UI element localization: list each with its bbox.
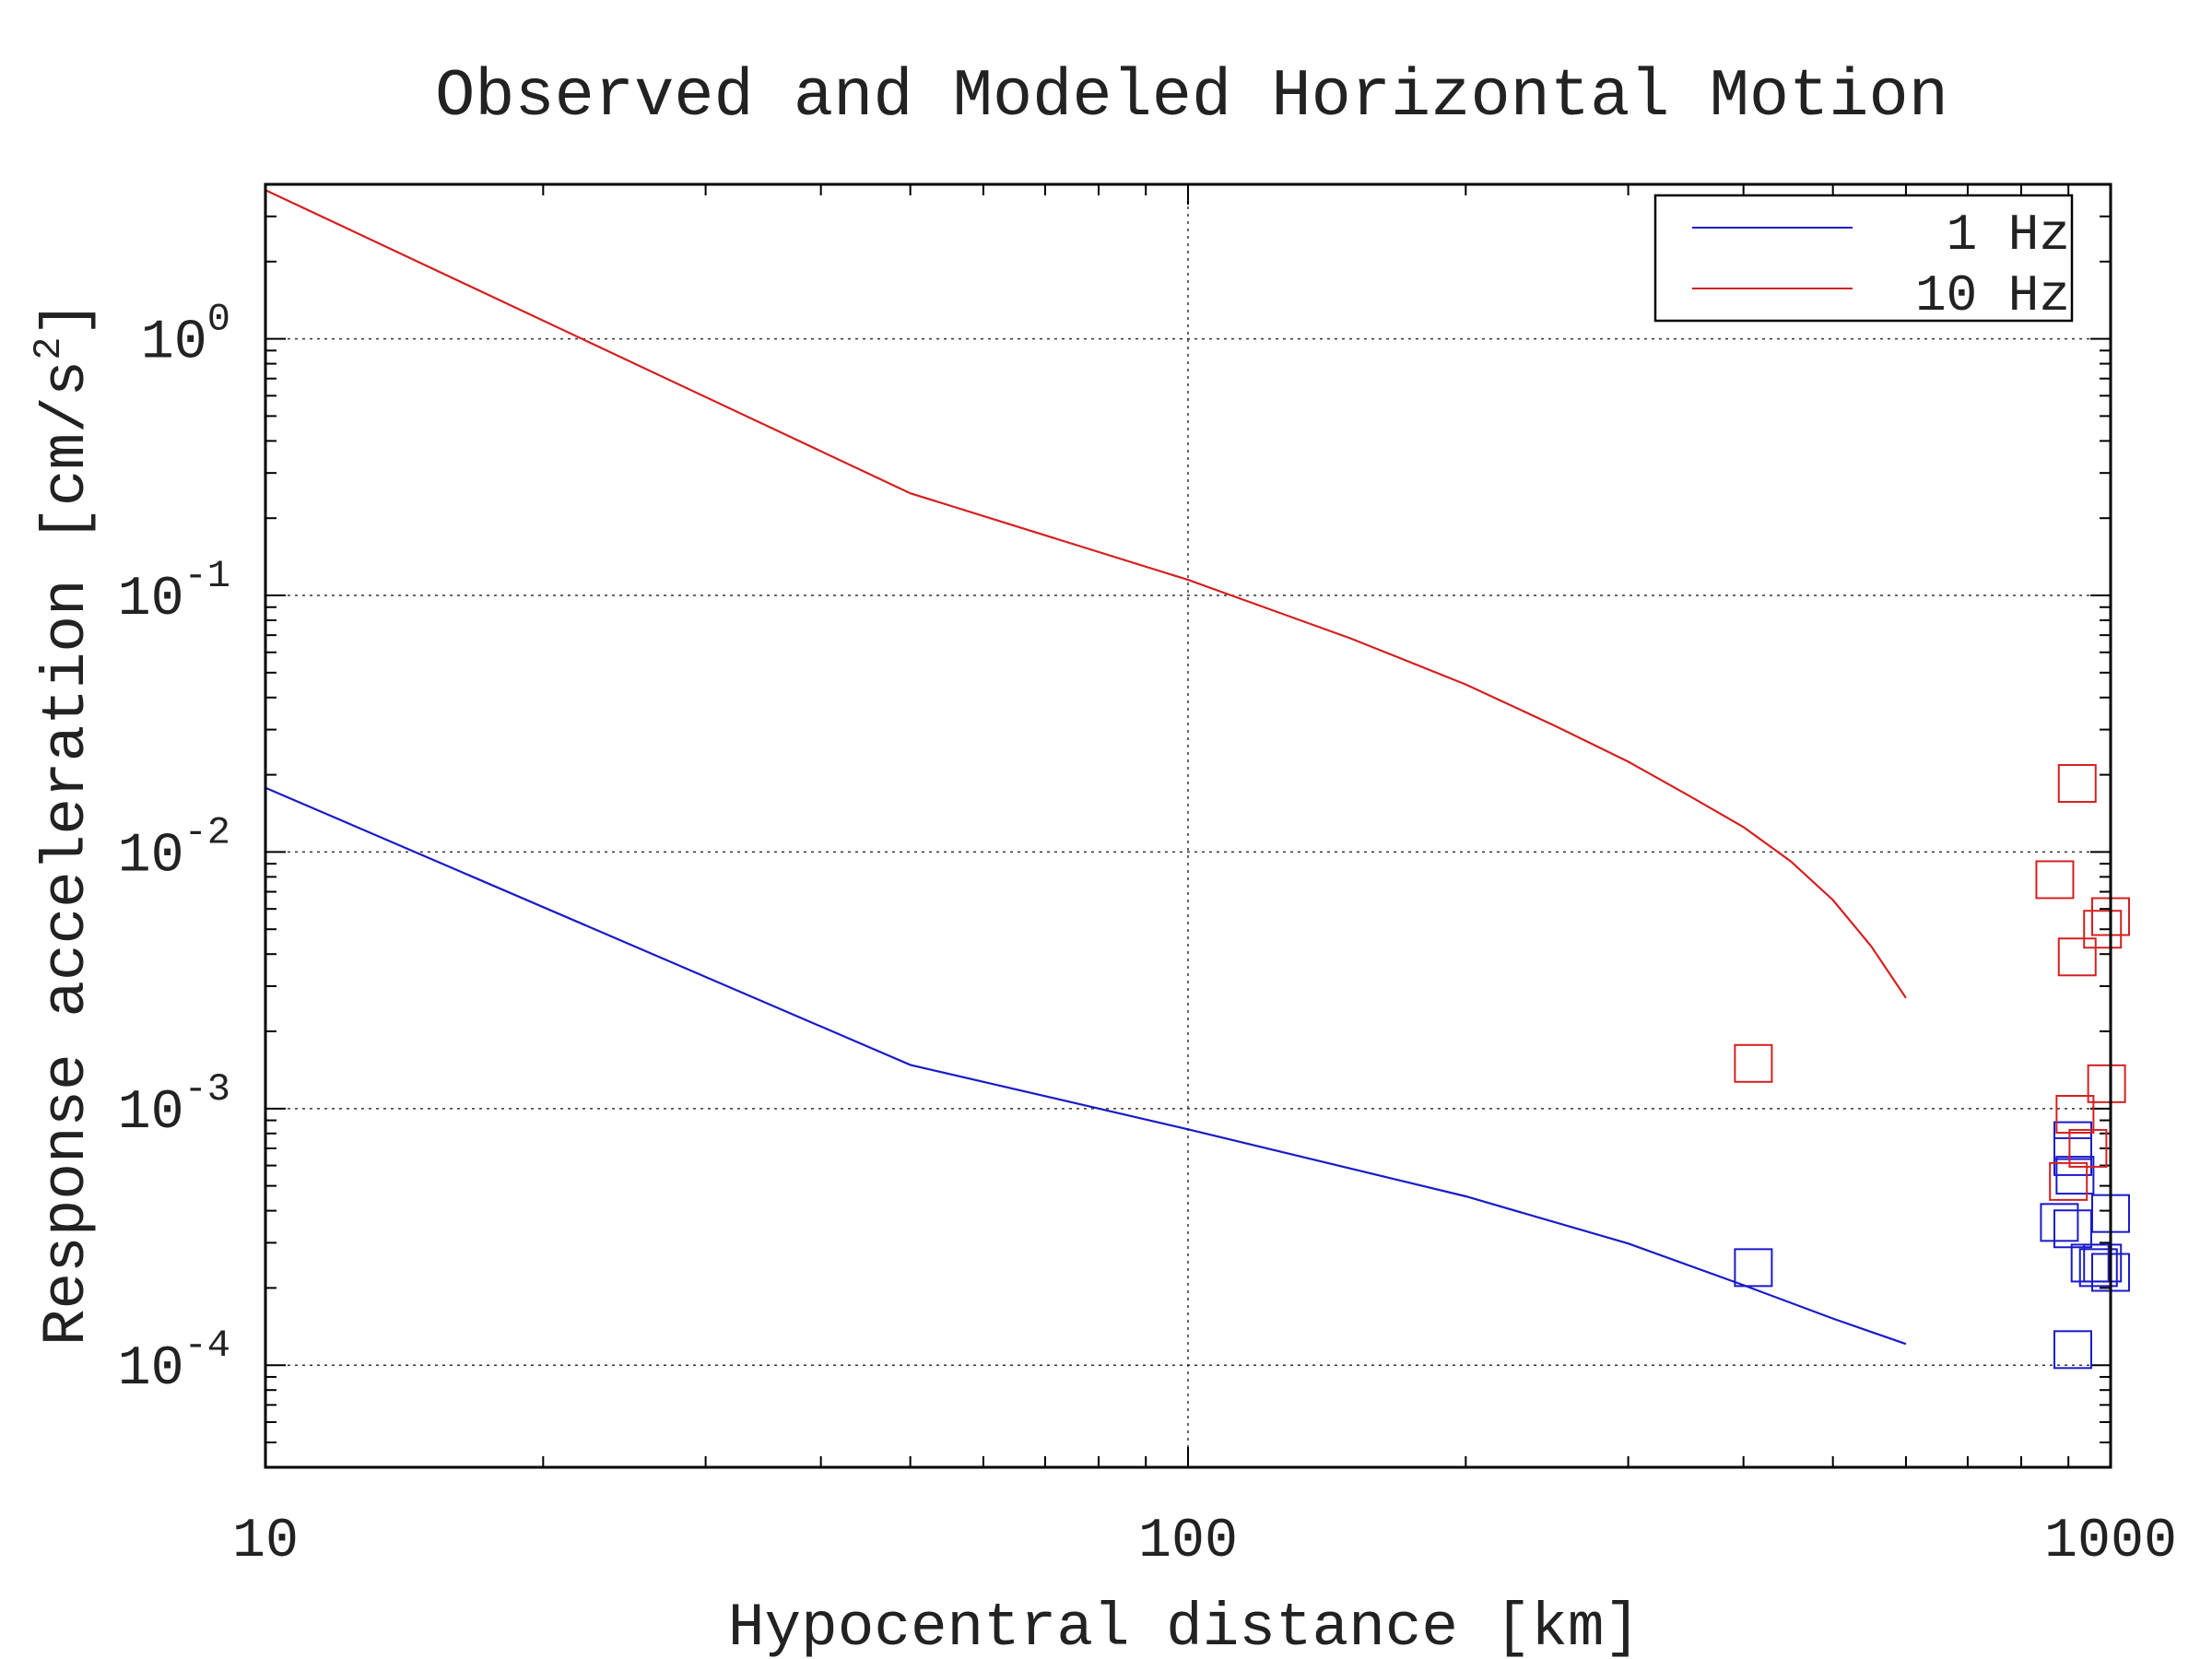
y-tick-label: 10-3	[118, 1067, 230, 1145]
observation-marker	[2057, 764, 2097, 804]
observation-marker	[2087, 1064, 2126, 1103]
observation-marker	[2078, 1248, 2118, 1288]
observation-marker	[2057, 937, 2097, 977]
y-axis-label: Response acceleration [cm/s2]	[27, 300, 101, 1346]
y-tick-labels: 100 10-1 10-2 10-3 10-4	[118, 298, 230, 1402]
observations	[1734, 764, 2130, 1370]
x-tick-label: 100	[1138, 1511, 1238, 1573]
series-line-1hz	[265, 786, 1907, 1346]
observation-marker	[2055, 1095, 2095, 1135]
observation-marker	[2083, 1243, 2123, 1283]
x-tick-label: 10	[232, 1511, 299, 1573]
observation-marker	[2049, 1161, 2088, 1201]
x-axis-label: Hypocentral distance [km]	[728, 1594, 1641, 1659]
plot-area	[264, 182, 2130, 1469]
legend: 1 Hz 10 Hz	[1653, 194, 2074, 325]
chart-title: Observed and Modeled Horizontal Motion	[435, 59, 1948, 135]
series	[265, 189, 1907, 1346]
observation-marker	[2083, 910, 2123, 949]
observation-marker	[1734, 1248, 1773, 1288]
legend-box	[1653, 194, 2074, 323]
observation-marker	[2040, 1203, 2079, 1242]
observation-marker	[2053, 1136, 2093, 1176]
plot-frame	[264, 182, 2112, 1469]
series-line-10hz	[265, 189, 1907, 999]
grid	[265, 184, 2111, 1467]
observation-marker	[1734, 1043, 1773, 1083]
x-tick-label: 1000	[2044, 1511, 2177, 1573]
observation-marker	[2070, 1243, 2110, 1283]
y-tick-label: 10-4	[118, 1324, 230, 1401]
y-tick-label: 10-2	[118, 810, 230, 888]
legend-label-10hz: 10 Hz	[1915, 266, 2070, 325]
observation-marker	[2053, 1330, 2093, 1370]
y-tick-label: 10-1	[118, 554, 230, 631]
observation-marker	[2053, 1121, 2093, 1160]
legend-label-1hz: 1 Hz	[1947, 206, 2070, 265]
x-tick-labels: 10 100 1000	[232, 1511, 2177, 1573]
observation-marker	[2035, 860, 2075, 900]
observation-marker	[2068, 1128, 2108, 1168]
y-tick-label: 100	[141, 298, 230, 375]
